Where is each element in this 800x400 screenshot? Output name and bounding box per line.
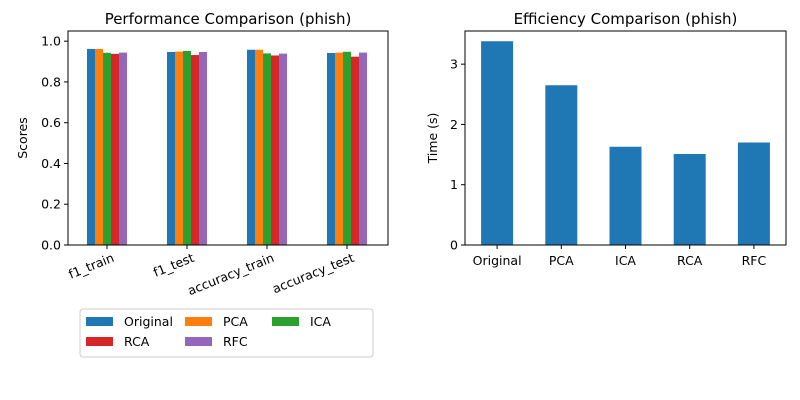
legend-label-rfc: RFC <box>223 334 248 349</box>
efficiency-bars <box>481 41 770 245</box>
y-tick-label: 1 <box>450 177 458 192</box>
bar-original-f1_test <box>167 51 175 245</box>
y-tick-label: 0.6 <box>41 115 61 130</box>
legend-swatch-ica <box>272 317 299 326</box>
bar-rfc-f1_test <box>199 51 207 245</box>
y-tick-label: 0 <box>450 238 458 253</box>
y-tick-label: 0.0 <box>41 238 61 253</box>
efficiency-y-ticks: 0 1 2 3 <box>450 57 465 253</box>
performance-chart-ylabel: Scores <box>15 117 30 159</box>
bar-ica-accuracy_test <box>343 51 351 245</box>
legend-swatch-rca <box>86 337 113 346</box>
bar-rca-f1_train <box>111 53 119 246</box>
bar-rca-f1_test <box>191 55 199 245</box>
bar-ica <box>609 146 642 245</box>
performance-bars <box>87 48 367 246</box>
legend-label-rca: RCA <box>124 334 150 349</box>
bar-rfc-f1_train <box>119 52 127 246</box>
bar-ica-accuracy_train <box>263 53 271 245</box>
performance-plot-frame <box>67 30 389 246</box>
efficiency-plot-frame <box>464 30 787 246</box>
bar-rfc <box>737 142 770 245</box>
bar-ica-f1_test <box>183 50 191 246</box>
y-tick-label: 3 <box>450 57 458 72</box>
bar-rfc-accuracy_test <box>359 52 367 246</box>
x-tick-label: ICA <box>615 253 636 268</box>
performance-y-ticks: 0.0 0.2 0.4 0.6 0.8 1.0 <box>41 34 68 253</box>
legend-label-original: Original <box>124 314 173 329</box>
bar-pca-f1_train <box>95 48 103 245</box>
x-tick-label: RFC <box>742 253 767 268</box>
legend-label-pca: PCA <box>223 314 248 329</box>
performance-x-ticks: f1_train f1_testaccuracy_trainaccuracy_te… <box>66 245 356 298</box>
x-tick-label: RCA <box>677 253 703 268</box>
legend-box <box>79 308 374 358</box>
efficiency-chart-title: Efficiency Comparison (phish) <box>514 10 738 28</box>
bar-rfc-accuracy_train <box>279 53 287 245</box>
legend-swatch-pca <box>185 317 212 326</box>
y-tick-label: 0.4 <box>41 156 61 171</box>
y-tick-label: 0.8 <box>41 74 61 89</box>
bar-pca-accuracy_train <box>255 49 263 246</box>
y-tick-label: 1.0 <box>41 34 61 49</box>
efficiency-chart: Efficiency Comparison (phish) Time (s) 0… <box>425 10 787 268</box>
bar-pca <box>545 85 578 245</box>
y-tick-label: 0.2 <box>41 197 61 212</box>
bar-original-accuracy_test <box>327 53 335 245</box>
x-tick-label: f1_train <box>66 250 116 282</box>
x-tick-label: PCA <box>549 253 574 268</box>
bar-pca-accuracy_test <box>335 52 343 246</box>
bar-pca-f1_test <box>175 51 183 245</box>
legend-label-ica: ICA <box>310 314 331 329</box>
legend-swatch-original <box>86 317 113 326</box>
performance-chart: Performance Comparison (phish) Scores 0.… <box>15 10 389 358</box>
x-tick-label: f1_test <box>151 250 196 280</box>
efficiency-x-ticks: Original PCA ICA RCA RFC <box>473 245 767 268</box>
x-tick-label: accuracy_train <box>185 250 276 298</box>
bar-original <box>481 41 514 245</box>
performance-chart-title: Performance Comparison (phish) <box>105 10 352 28</box>
bar-rca <box>673 153 706 245</box>
x-tick-label: accuracy_test <box>270 250 356 296</box>
efficiency-chart-ylabel: Time (s) <box>425 113 440 165</box>
bar-ica-f1_train <box>103 52 111 245</box>
bar-original-accuracy_train <box>247 49 255 246</box>
legend-swatch-rfc <box>185 337 212 346</box>
bar-original-f1_train <box>87 48 95 245</box>
y-tick-label: 2 <box>450 117 458 132</box>
bar-rca-accuracy_test <box>351 56 359 246</box>
x-tick-label: Original <box>473 253 522 268</box>
performance-legend: Original PCA ICA RCA RFC <box>79 308 374 358</box>
bar-rca-accuracy_train <box>271 55 279 246</box>
